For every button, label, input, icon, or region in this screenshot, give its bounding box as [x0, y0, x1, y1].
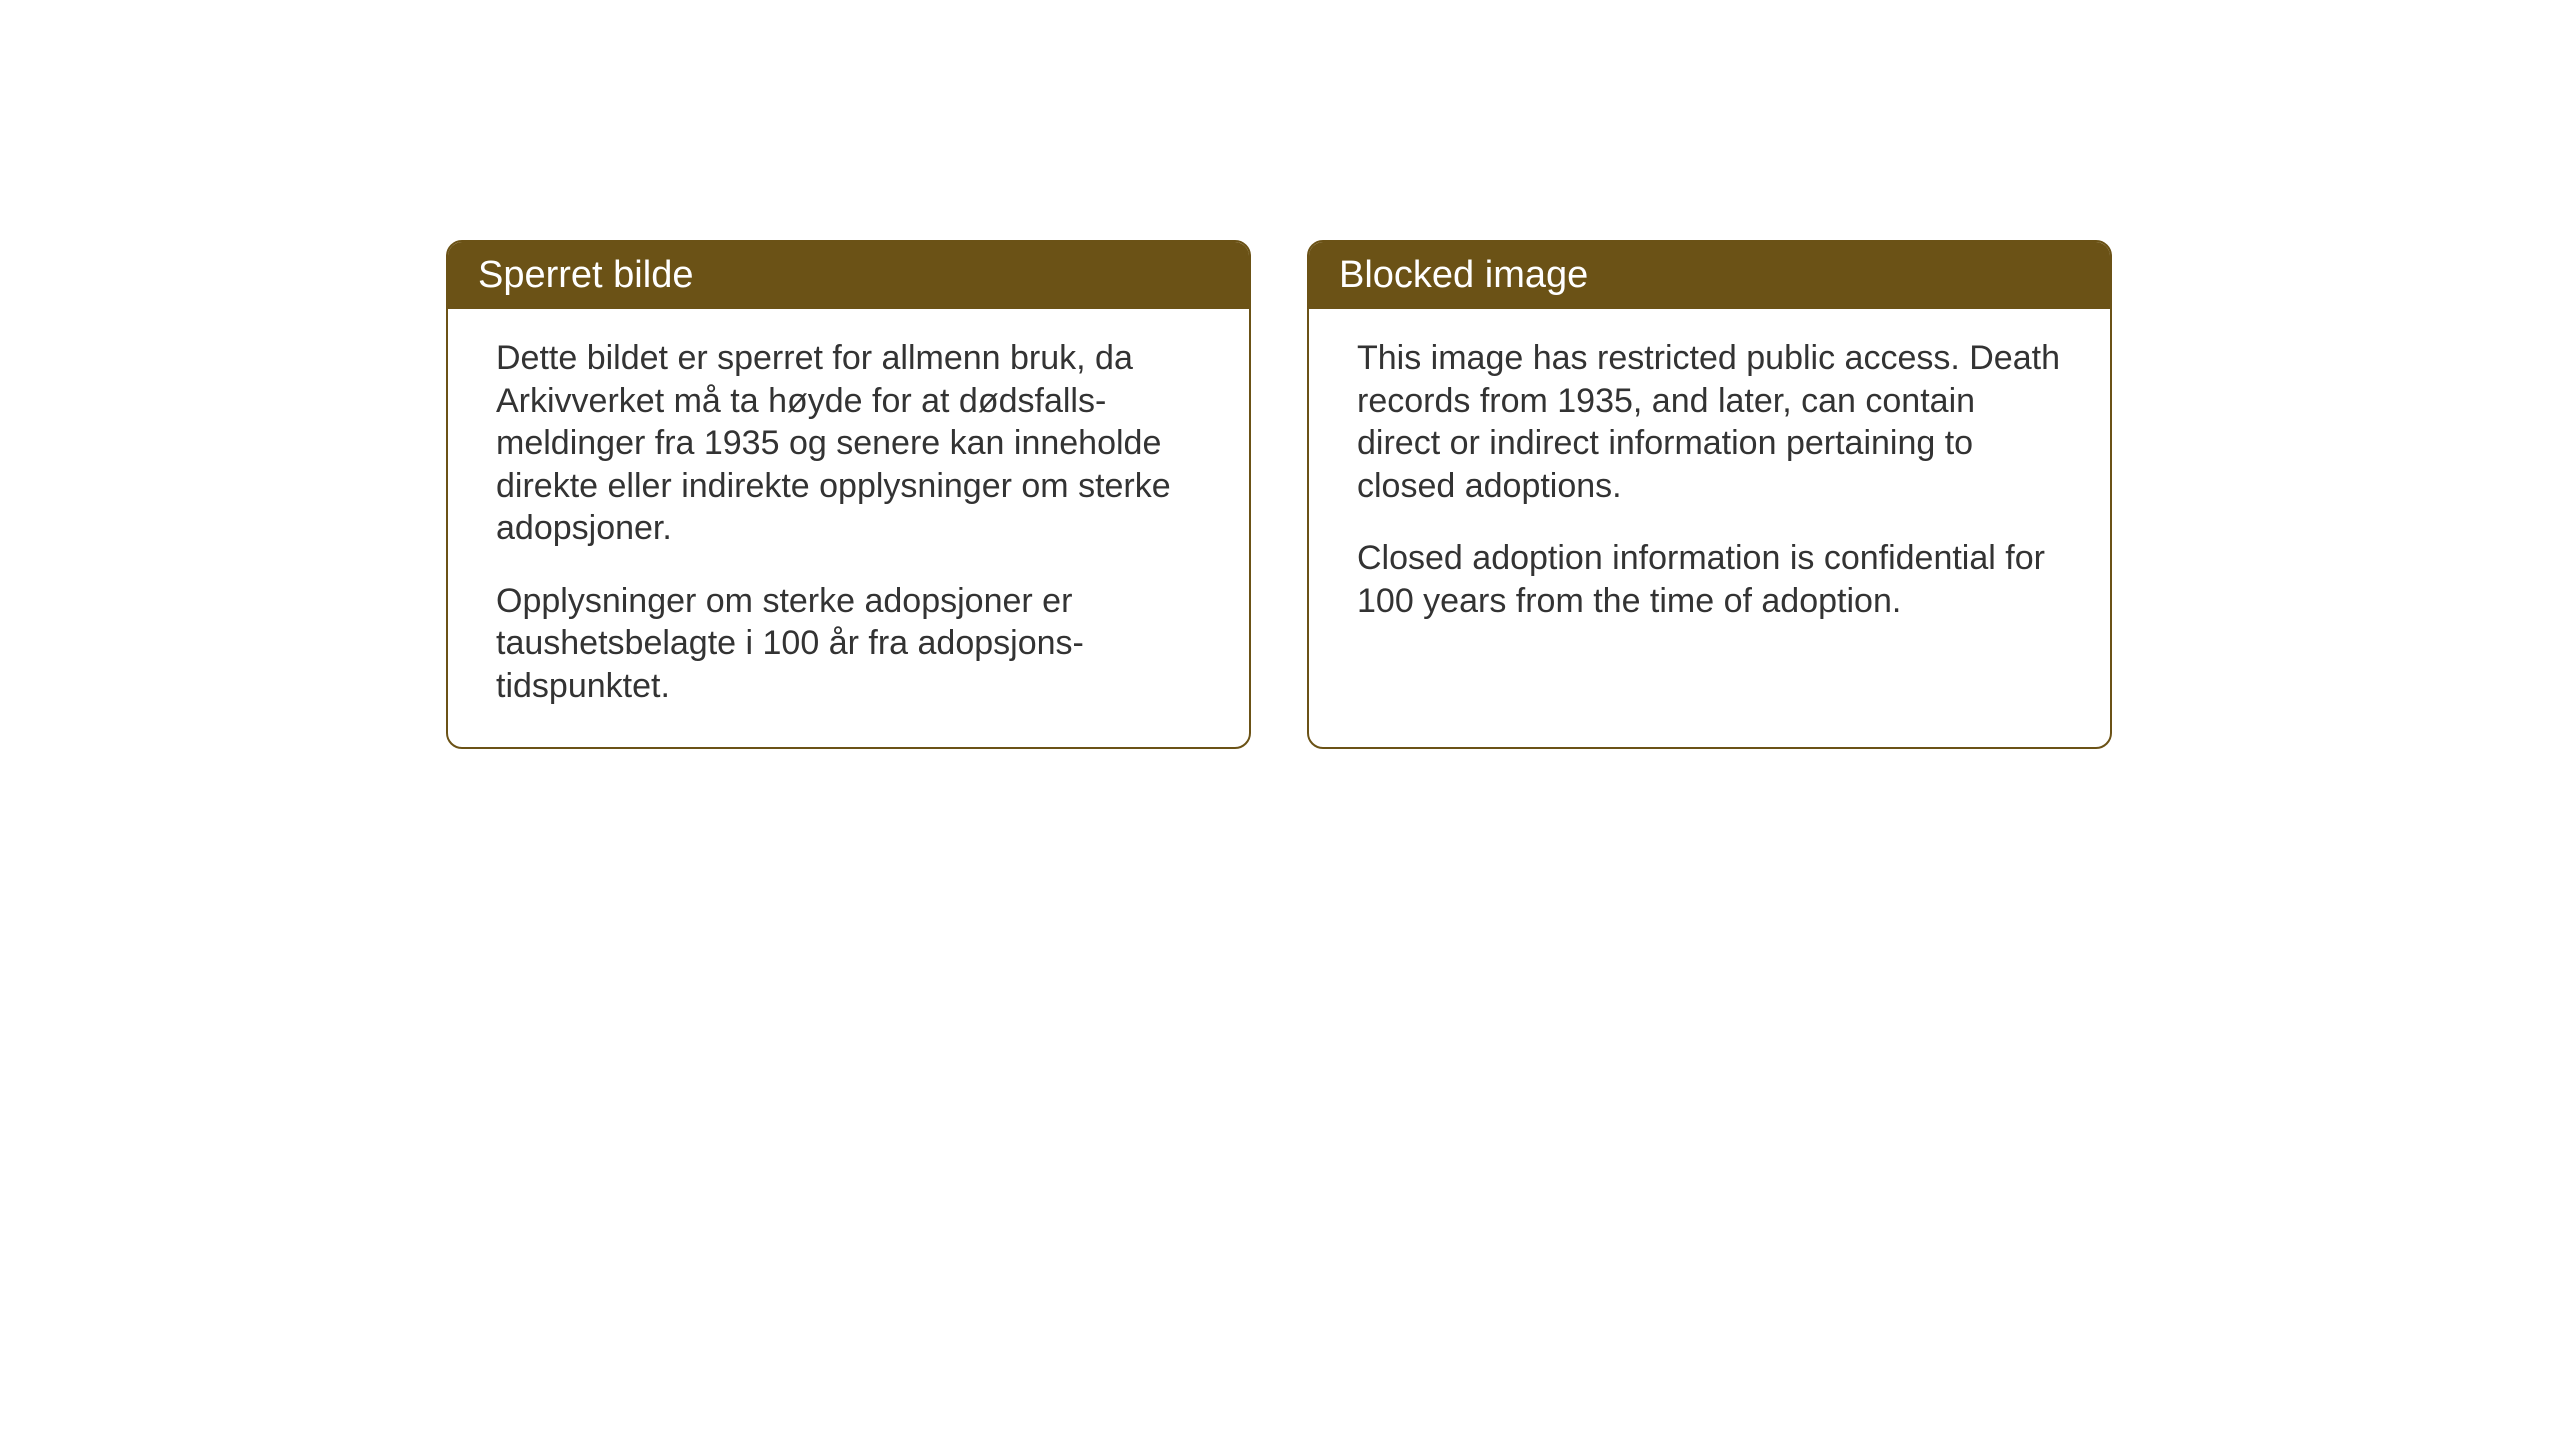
card-header-english: Blocked image: [1309, 242, 2110, 309]
card-english: Blocked image This image has restricted …: [1307, 240, 2112, 749]
card-paragraph-2-english: Closed adoption information is confident…: [1357, 537, 2062, 622]
card-title-english: Blocked image: [1339, 254, 1588, 296]
card-body-english: This image has restricted public access.…: [1309, 309, 2110, 662]
cards-container: Sperret bilde Dette bildet er sperret fo…: [446, 240, 2112, 749]
card-paragraph-1-english: This image has restricted public access.…: [1357, 337, 2062, 507]
card-paragraph-2-norwegian: Opplysninger om sterke adopsjoner er tau…: [496, 580, 1201, 708]
card-body-norwegian: Dette bildet er sperret for allmenn bruk…: [448, 309, 1249, 747]
card-norwegian: Sperret bilde Dette bildet er sperret fo…: [446, 240, 1251, 749]
card-header-norwegian: Sperret bilde: [448, 242, 1249, 309]
card-paragraph-1-norwegian: Dette bildet er sperret for allmenn bruk…: [496, 337, 1201, 550]
card-title-norwegian: Sperret bilde: [478, 254, 693, 296]
